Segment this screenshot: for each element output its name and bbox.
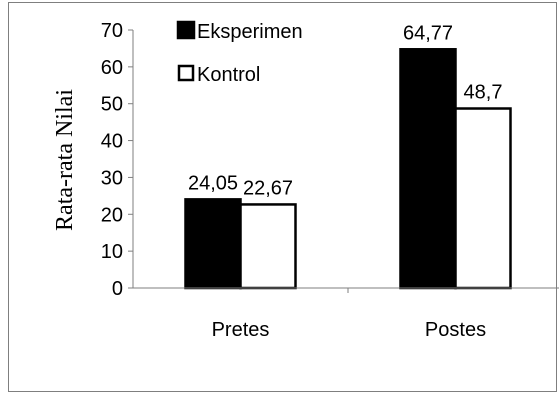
data-labels: 24,05 22,67 64,77 48,7 <box>188 22 503 199</box>
y-tick-label: 40 <box>101 131 123 153</box>
y-axis-title: Rata-rata Nilai <box>52 89 78 231</box>
data-label: 24,05 <box>188 172 238 194</box>
legend-label-eksperimen: Eksperimen <box>197 21 303 43</box>
data-label: 48,7 <box>464 82 503 104</box>
y-tick-label: 10 <box>101 241 123 263</box>
y-tick-label: 60 <box>101 57 123 79</box>
legend-swatch-kontrol <box>177 64 195 82</box>
legend: Eksperimen Kontrol <box>176 20 303 86</box>
y-axis-ticks: 0 10 20 30 40 50 60 70 <box>101 20 133 300</box>
category-label: Pretes <box>212 319 270 341</box>
y-tick-label: 30 <box>101 167 123 189</box>
bar-kontrol-pretes <box>239 203 297 290</box>
data-label: 22,67 <box>243 177 293 199</box>
legend-swatch-eksperimen <box>176 20 196 40</box>
y-tick-label: 0 <box>112 278 123 300</box>
y-tick-label: 70 <box>101 20 123 42</box>
bars <box>184 48 512 290</box>
category-labels: Pretes Postes <box>212 288 486 341</box>
legend-item-kontrol: Kontrol <box>177 64 260 86</box>
data-label: 64,77 <box>403 22 453 44</box>
bar-kontrol-postes <box>454 107 512 290</box>
legend-label-kontrol: Kontrol <box>197 64 260 86</box>
category-label: Postes <box>425 319 486 341</box>
y-tick-label: 50 <box>101 94 123 116</box>
bar-eksperimen-pretes <box>184 198 242 290</box>
bar-eksperimen-postes <box>399 48 457 290</box>
legend-item-eksperimen: Eksperimen <box>176 20 303 43</box>
y-tick-label: 20 <box>101 204 123 226</box>
